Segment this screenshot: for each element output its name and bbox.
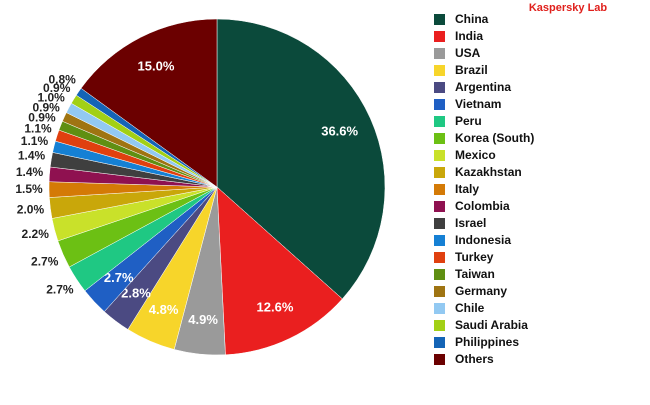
legend-swatch — [434, 65, 445, 76]
data-label: 36.6% — [321, 124, 358, 139]
legend-label: Colombia — [455, 199, 510, 213]
legend-label: Korea (South) — [455, 131, 534, 145]
legend-label: Others — [455, 352, 494, 366]
legend-label: Argentina — [455, 80, 511, 94]
data-label: 2.2% — [22, 227, 50, 241]
legend-label: Italy — [455, 182, 479, 196]
data-label: 0.9% — [28, 111, 56, 125]
legend-label: India — [455, 29, 483, 43]
data-label: 12.6% — [257, 300, 294, 315]
legend-label: Philippines — [455, 335, 519, 349]
pie-slice — [80, 18, 218, 188]
legend-swatch — [434, 354, 445, 365]
pie-slice — [216, 18, 386, 300]
legend-label: Peru — [455, 114, 482, 128]
legend-swatch — [434, 320, 445, 331]
data-label: 1.1% — [21, 134, 49, 148]
legend-swatch — [434, 133, 445, 144]
legend-label: Indonesia — [455, 233, 511, 247]
data-label: 0.8% — [48, 73, 76, 87]
legend-label: Kazakhstan — [455, 165, 522, 179]
legend-swatch — [434, 337, 445, 348]
legend-swatch — [434, 201, 445, 212]
legend-swatch — [434, 31, 445, 42]
legend-label: Saudi Arabia — [455, 318, 528, 332]
legend-swatch — [434, 14, 445, 25]
legend-swatch — [434, 167, 445, 178]
data-label: 2.7% — [31, 254, 59, 268]
data-label: 1.4% — [16, 165, 44, 179]
legend-swatch — [434, 303, 445, 314]
legend-swatch — [434, 252, 445, 263]
legend-label: Vietnam — [455, 97, 501, 111]
data-label: 1.5% — [15, 182, 43, 196]
data-label: 1.1% — [24, 122, 52, 136]
legend-label: Germany — [455, 284, 507, 298]
data-label: 2.8% — [121, 286, 151, 301]
legend-label: Brazil — [455, 63, 488, 77]
data-label: 2.0% — [17, 203, 45, 217]
legend-swatch — [434, 99, 445, 110]
data-label: 2.7% — [104, 270, 134, 285]
legend-label: Mexico — [455, 148, 496, 162]
data-label: 0.9% — [43, 81, 71, 95]
legend-swatch — [434, 82, 445, 93]
legend-swatch — [434, 218, 445, 229]
legend-swatch — [434, 48, 445, 59]
legend-swatch — [434, 116, 445, 127]
data-label: 1.4% — [18, 149, 46, 163]
data-label: 1.0% — [37, 91, 65, 105]
pie-slice — [216, 186, 343, 356]
legend-swatch — [434, 269, 445, 280]
data-label: 0.9% — [32, 101, 60, 115]
data-label: 15.0% — [138, 59, 175, 74]
data-label: 2.7% — [46, 282, 74, 296]
legend-swatch — [434, 184, 445, 195]
legend-swatch — [434, 286, 445, 297]
data-label: 4.9% — [188, 312, 218, 327]
legend-label: USA — [455, 46, 481, 60]
legend-label: Israel — [455, 216, 486, 230]
legend-swatch — [434, 235, 445, 246]
legend-label: Taiwan — [455, 267, 495, 281]
legend-label: Chile — [455, 301, 485, 315]
legend-swatch — [434, 150, 445, 161]
legend-label: China — [455, 12, 489, 26]
data-label: 4.8% — [149, 302, 179, 317]
legend-label: Turkey — [455, 250, 494, 264]
annotation: Kaspersky Lab — [529, 2, 608, 14]
